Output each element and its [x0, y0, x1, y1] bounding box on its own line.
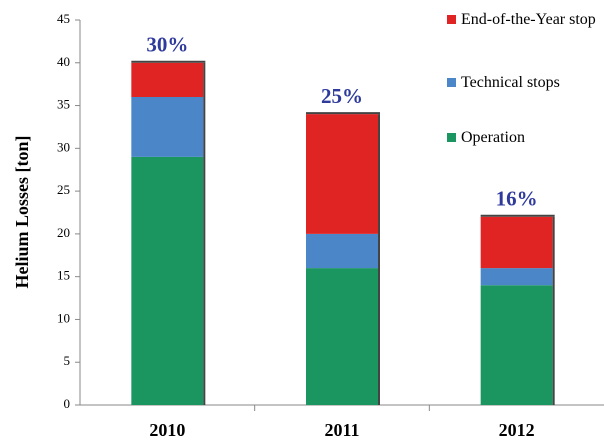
- y-tick-label: 5: [64, 353, 71, 368]
- y-tick-label: 20: [57, 225, 70, 240]
- x-tick-label: 2010: [149, 420, 185, 440]
- bar-segment: [131, 62, 204, 97]
- bar-segment: [480, 285, 553, 405]
- x-tick-label: 2012: [499, 420, 535, 440]
- legend-label: Operation: [461, 129, 525, 146]
- bar-segment: [131, 97, 204, 157]
- bar-segment: [480, 216, 553, 269]
- legend-swatch: [447, 15, 456, 24]
- legend-label: End-of-the-Year stop: [461, 11, 596, 28]
- annotation: 25%: [321, 84, 363, 108]
- bar-segment: [306, 233, 378, 269]
- legend-swatch: [447, 133, 456, 142]
- y-tick-label: 15: [57, 268, 70, 283]
- legend-entry: End-of-the-Year stop: [447, 10, 604, 30]
- y-tick-label: 10: [57, 310, 70, 325]
- legend-swatch: [447, 78, 456, 87]
- legend-entry: Technical stops: [447, 73, 604, 93]
- bar-segment: [480, 268, 553, 286]
- annotation: 30%: [146, 33, 188, 57]
- y-tick-label: 35: [57, 97, 70, 112]
- bar-segment: [131, 156, 204, 405]
- y-axis-label: Helium Losses [ton]: [12, 136, 32, 289]
- y-tick-label: 0: [64, 396, 71, 411]
- bar-segment: [306, 268, 378, 405]
- y-tick-label: 45: [57, 11, 70, 26]
- y-tick-label: 40: [57, 54, 70, 69]
- bar-segment: [306, 114, 378, 234]
- legend-label: Technical stops: [461, 74, 560, 91]
- y-tick-label: 30: [57, 139, 70, 154]
- legend-entry: Operation: [447, 128, 604, 148]
- y-tick-label: 25: [57, 182, 70, 197]
- x-tick-label: 2011: [324, 420, 359, 440]
- annotation: 16%: [496, 187, 538, 211]
